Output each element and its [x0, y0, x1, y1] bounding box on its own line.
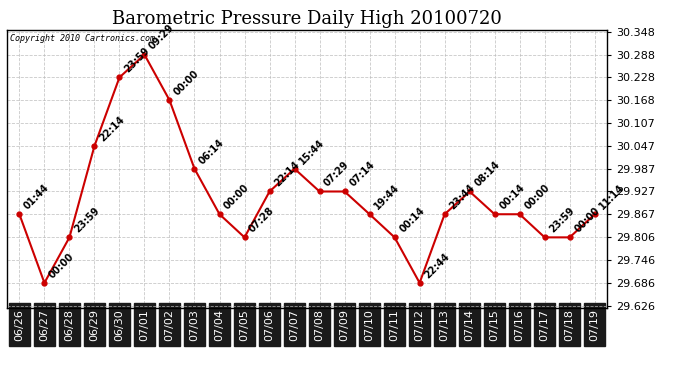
Text: 23:59: 23:59 [72, 206, 101, 235]
Text: 22:14: 22:14 [273, 160, 302, 189]
Title: Barometric Pressure Daily High 20100720: Barometric Pressure Daily High 20100720 [112, 10, 502, 28]
Text: 00:00: 00:00 [573, 206, 602, 235]
Text: 19:44: 19:44 [373, 183, 402, 212]
Text: 09:29: 09:29 [147, 23, 176, 52]
Text: 00:00: 00:00 [47, 251, 76, 280]
Text: 00:14: 00:14 [497, 183, 526, 212]
Text: 11:14: 11:14 [598, 183, 627, 212]
Text: 23:59: 23:59 [122, 46, 151, 75]
Text: 23:44: 23:44 [447, 183, 476, 212]
Text: Copyright 2010 Cartronics.com: Copyright 2010 Cartronics.com [10, 34, 155, 43]
Text: 01:44: 01:44 [22, 183, 51, 212]
Text: 07:14: 07:14 [347, 160, 376, 189]
Text: 07:28: 07:28 [247, 206, 277, 235]
Text: 00:00: 00:00 [172, 68, 201, 98]
Text: 00:14: 00:14 [397, 206, 426, 235]
Text: 00:00: 00:00 [222, 183, 251, 212]
Text: 22:14: 22:14 [97, 114, 126, 143]
Text: 07:29: 07:29 [322, 160, 351, 189]
Text: 08:14: 08:14 [473, 160, 502, 189]
Text: 06:14: 06:14 [197, 137, 226, 166]
Text: 00:00: 00:00 [522, 183, 551, 212]
Text: 22:44: 22:44 [422, 251, 451, 280]
Text: 15:44: 15:44 [297, 137, 326, 166]
Text: 23:59: 23:59 [547, 206, 576, 235]
